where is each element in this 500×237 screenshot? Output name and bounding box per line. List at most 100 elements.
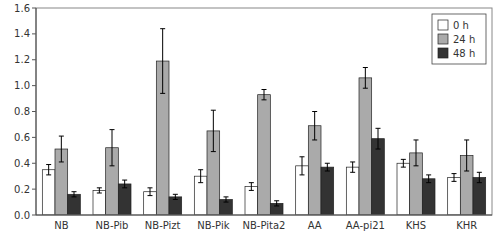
error-cap — [122, 180, 127, 181]
error-cap — [97, 193, 102, 194]
bar — [118, 184, 131, 215]
error-cap — [122, 187, 127, 188]
error-cap — [110, 129, 115, 130]
error-cap — [46, 164, 51, 165]
error-cap — [160, 93, 165, 94]
error-line — [352, 162, 353, 172]
error-cap — [350, 161, 355, 162]
error-cap — [300, 156, 305, 157]
error-cap — [59, 136, 64, 137]
error-bar — [160, 29, 165, 94]
error-line — [302, 157, 303, 175]
bar — [359, 78, 372, 215]
error-cap — [274, 205, 279, 206]
y-tick-label: 0.0 — [14, 210, 30, 221]
error-line — [454, 174, 455, 182]
bar — [473, 177, 486, 215]
error-cap — [464, 171, 469, 172]
bar — [93, 190, 106, 215]
error-cap — [148, 187, 153, 188]
y-tick — [32, 8, 36, 9]
error-bar — [300, 157, 305, 175]
y-tick-label: 0.4 — [14, 158, 30, 169]
error-bar — [72, 192, 77, 197]
error-cap — [110, 165, 115, 166]
error-bar — [224, 197, 229, 202]
error-cap — [211, 110, 216, 111]
error-cap — [426, 174, 431, 175]
error-cap — [350, 172, 355, 173]
error-cap — [59, 161, 64, 162]
bar — [397, 163, 410, 215]
legend-swatch — [438, 48, 448, 58]
plot-frame — [36, 8, 492, 215]
error-cap — [249, 182, 254, 183]
error-cap — [477, 182, 482, 183]
error-bar — [325, 163, 330, 171]
bar — [245, 187, 258, 215]
legend-swatch — [438, 20, 448, 30]
legend-label: 24 h — [453, 34, 475, 45]
y-tick-label: 0.6 — [14, 132, 30, 143]
error-bar — [452, 174, 457, 182]
error-cap — [173, 199, 178, 200]
error-cap — [325, 171, 330, 172]
error-cap — [464, 139, 469, 140]
bar — [346, 167, 359, 215]
x-tick-label: AA-pi21 — [346, 220, 385, 231]
error-cap — [325, 163, 330, 164]
error-line — [74, 192, 75, 197]
error-cap — [224, 202, 229, 203]
error-cap — [363, 67, 368, 68]
error-cap — [274, 200, 279, 201]
chart: 0.00.20.40.60.81.01.21.41.6NBNB-PibNB-Pi… — [0, 0, 500, 237]
x-tick-label: NB-Pita2 — [243, 220, 286, 231]
bar — [144, 192, 157, 215]
error-cap — [312, 139, 317, 140]
error-bar — [414, 140, 419, 166]
y-tick — [32, 163, 36, 164]
error-line — [416, 140, 417, 166]
error-cap — [249, 190, 254, 191]
error-line — [403, 159, 404, 167]
error-cap — [312, 111, 317, 112]
error-bar — [46, 165, 51, 175]
error-cap — [97, 187, 102, 188]
y-tick — [32, 137, 36, 138]
y-axis — [36, 8, 37, 215]
x-tick-label: NB-Pib — [96, 220, 129, 231]
error-line — [112, 130, 113, 166]
bar — [372, 139, 385, 215]
error-line — [264, 90, 265, 100]
error-line — [200, 170, 201, 183]
y-tick — [32, 189, 36, 190]
error-line — [314, 112, 315, 140]
legend: 0 h24 h48 h — [432, 14, 486, 64]
error-line — [48, 165, 49, 175]
error-line — [378, 128, 379, 149]
error-bar — [249, 183, 254, 191]
bars — [42, 29, 485, 215]
error-line — [213, 110, 214, 151]
error-line — [226, 197, 227, 202]
error-bar — [110, 130, 115, 166]
x-axis — [36, 215, 492, 216]
bar — [448, 177, 461, 215]
error-cap — [376, 128, 381, 129]
error-line — [150, 188, 151, 196]
bar — [258, 95, 271, 215]
error-line — [99, 188, 100, 193]
bar — [169, 197, 182, 215]
error-bar — [464, 140, 469, 171]
error-line — [124, 180, 125, 188]
y-tick — [32, 111, 36, 112]
error-cap — [401, 167, 406, 168]
bar — [68, 194, 81, 215]
x-tick-label: AA — [308, 220, 322, 231]
error-bar — [211, 110, 216, 151]
bar — [42, 170, 55, 215]
error-cap — [414, 165, 419, 166]
y-tick-label: 0.8 — [14, 106, 30, 117]
error-line — [327, 163, 328, 171]
error-bar — [173, 194, 178, 199]
